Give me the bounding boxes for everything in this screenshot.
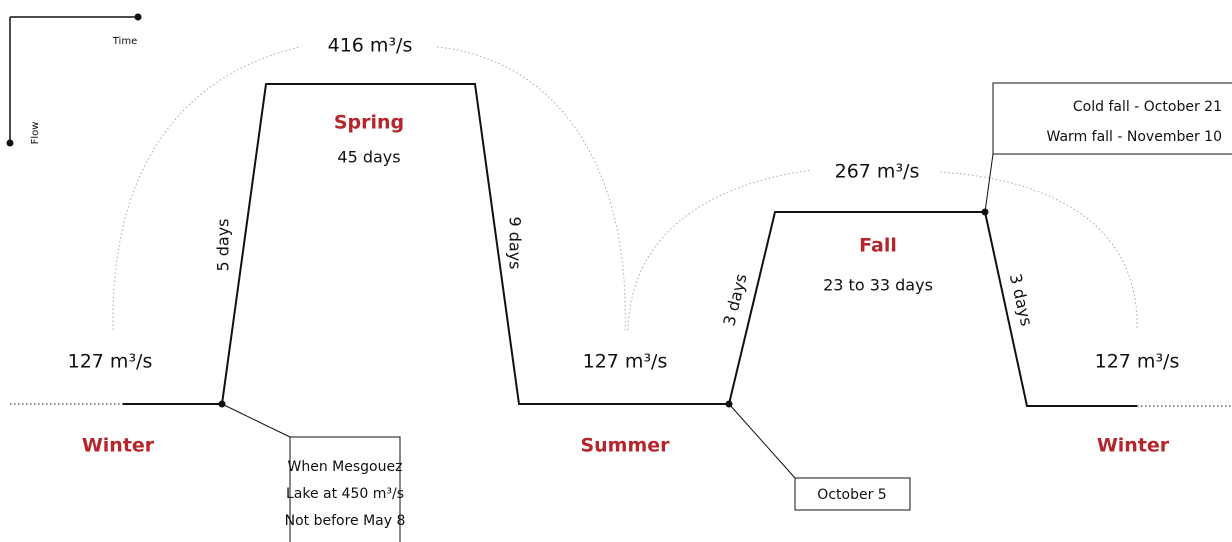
y-label: Flow bbox=[30, 122, 41, 145]
callout-box bbox=[992, 82, 1232, 155]
axis-dot bbox=[6, 139, 14, 147]
callout-text: Warm fall - November 10 bbox=[1047, 129, 1222, 145]
season-label: Winter bbox=[1097, 435, 1170, 457]
flow-label: 127 m³/s bbox=[68, 351, 153, 373]
duration-label: 3 days bbox=[719, 272, 750, 328]
season-label: Summer bbox=[580, 435, 670, 457]
axis-dot bbox=[134, 13, 142, 21]
duration-label: 9 days bbox=[506, 216, 525, 269]
event-dot bbox=[725, 400, 733, 408]
axis-icon: Time Flow bbox=[6, 13, 142, 147]
arc bbox=[436, 46, 626, 331]
callout-text: Cold fall - October 21 bbox=[1073, 99, 1222, 115]
callout-text: When Mesgouez bbox=[288, 459, 403, 475]
arc bbox=[112, 46, 301, 331]
event-dot bbox=[981, 208, 989, 216]
callout-line bbox=[728, 403, 796, 479]
callout-box bbox=[289, 436, 401, 542]
callout-text: Not before May 8 bbox=[285, 513, 406, 529]
hydrograph bbox=[123, 83, 1137, 407]
season-label: Winter bbox=[82, 435, 155, 457]
arc bbox=[627, 169, 813, 331]
duration-label: 3 days bbox=[1006, 272, 1036, 328]
arc bbox=[939, 171, 1138, 331]
callout-box bbox=[794, 477, 911, 511]
callout-text: Lake at 450 m³/s bbox=[286, 486, 404, 502]
season-label: Spring bbox=[334, 112, 404, 134]
callout-line bbox=[221, 403, 291, 438]
x-label: Time bbox=[112, 36, 137, 47]
duration-label: 23 to 33 days bbox=[823, 276, 933, 295]
duration-label: 45 days bbox=[337, 148, 400, 167]
flow-label: 127 m³/s bbox=[583, 351, 668, 373]
duration-label: 5 days bbox=[214, 218, 233, 271]
callout-line bbox=[984, 153, 994, 213]
flow-label: 267 m³/s bbox=[835, 161, 920, 183]
callout-text: October 5 bbox=[817, 487, 886, 503]
season-label: Fall bbox=[859, 235, 897, 257]
flow-label: 416 m³/s bbox=[328, 35, 413, 57]
event-dot bbox=[218, 400, 226, 408]
flow-label: 127 m³/s bbox=[1095, 351, 1180, 373]
